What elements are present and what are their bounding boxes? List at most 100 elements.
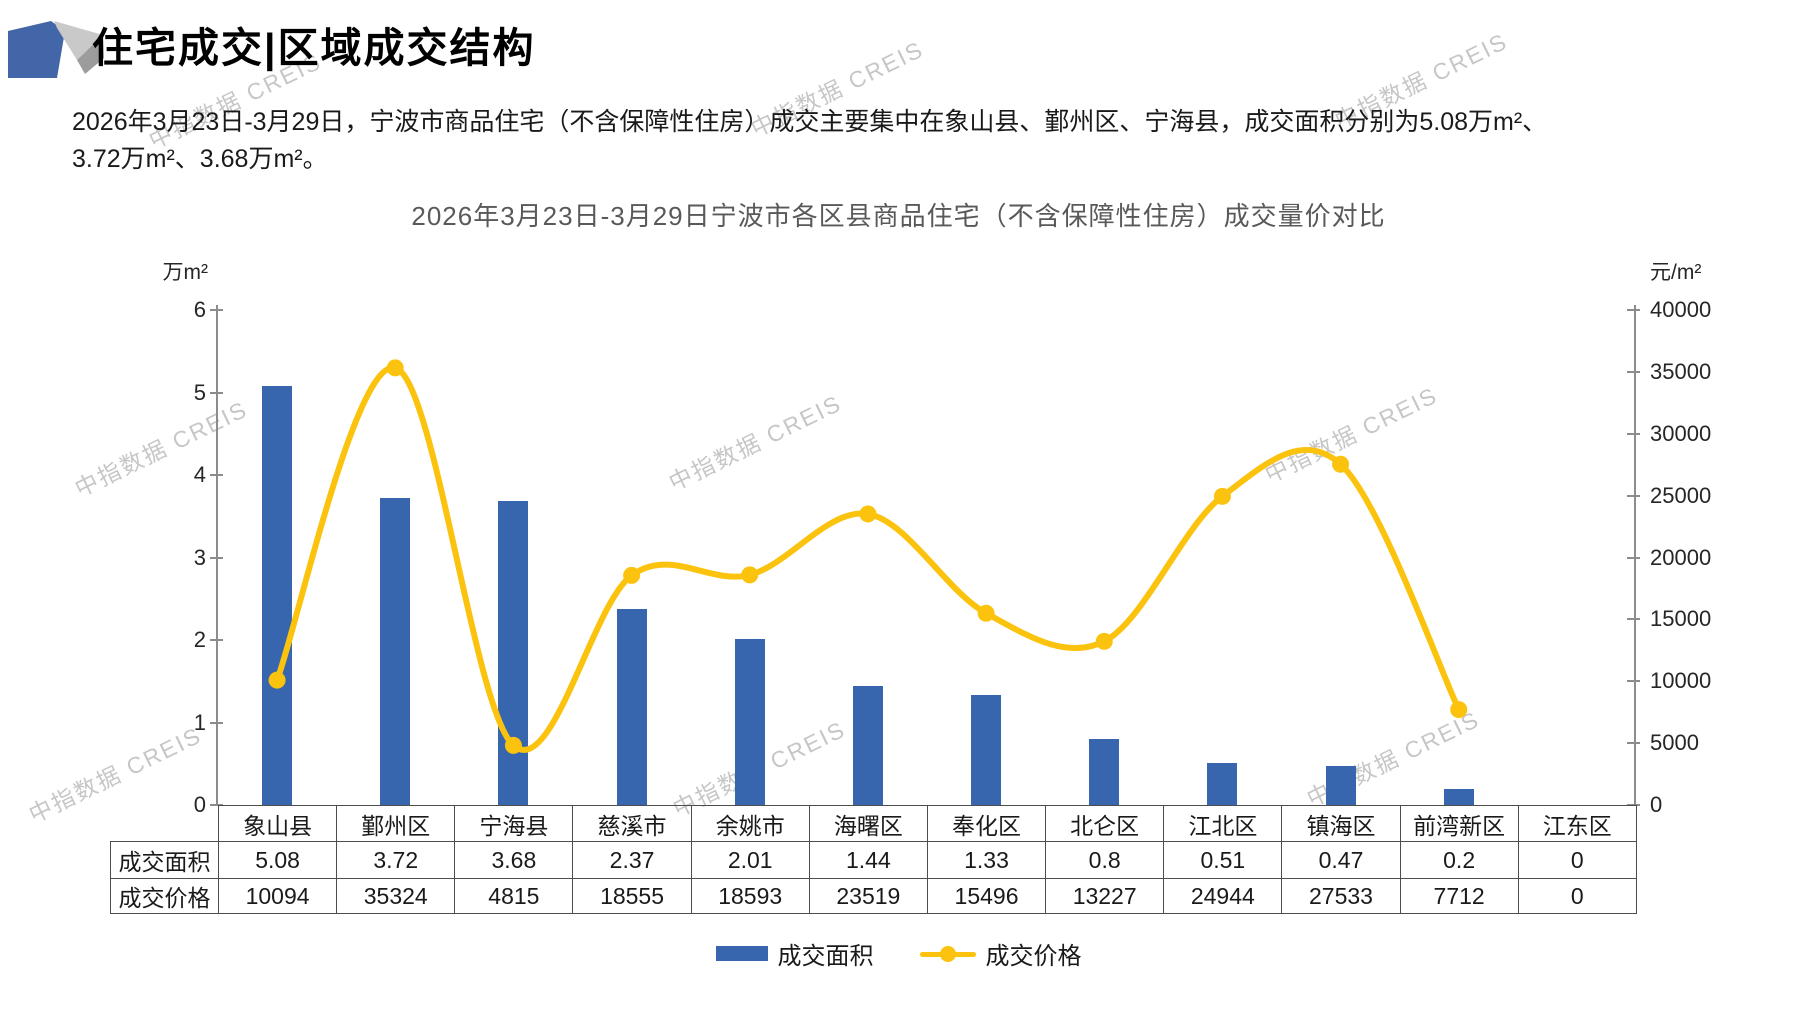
value-cell: 0.2 [1399,841,1519,879]
left-axis-tick-label: 5 [193,379,206,405]
price-marker-江北区 [1213,487,1231,505]
category-cell: 前湾新区 [1399,805,1519,842]
category-cell: 余姚市 [690,805,810,842]
summary-line-1: 2026年3月23日-3月29日，宁波市商品住宅（不含保障性住房）成交主要集中在… [72,108,1548,136]
price-marker-鄞州区 [386,359,404,377]
left-axis-line [216,305,218,806]
left-axis-tick [210,804,223,806]
left-axis-tick [210,639,223,641]
right-axis-tick-label: 40000 [1650,297,1712,322]
right-axis-tick-label: 5000 [1650,730,1699,756]
legend-area-swatch [715,946,768,961]
left-axis-tick-label: 6 [193,297,206,322]
left-axis-tick [210,556,223,559]
left-axis-tick [210,309,223,311]
value-cell: 0 [1517,841,1637,879]
value-cell: 24944 [1163,878,1283,914]
left-axis-tick-label: 0 [193,792,206,817]
value-cell: 27533 [1281,878,1401,914]
category-cell: 江北区 [1163,805,1283,842]
data-table: 象山县 鄞州区 宁海县 慈溪市 余姚市 海曙区 奉化区 北仑区 江北区 镇海区 前湾新区 江东区成交面… [110,805,1637,914]
legend-price-label: 成交价格 [985,943,1082,970]
left-axis-tick-label: 3 [193,544,206,570]
category-cell: 奉化区 [926,805,1047,842]
value-cell: 3.68 [454,841,574,879]
summary-paragraph: 2026年3月23日-3月29日，宁波市商品住宅（不含保障性住房）成交主要集中在… [72,104,1732,178]
row-header-cell: 成交面积 [110,841,219,879]
value-cell: 10094 [217,878,338,914]
left-axis-unit-label: 万m² [162,261,209,284]
value-cell: 4815 [454,878,574,914]
price-marker-奉化区 [977,604,995,622]
price-marker-北仑区 [1095,632,1113,650]
price-marker-慈溪市 [623,566,641,584]
right-axis-tick-label: 15000 [1650,606,1712,632]
value-cell: 18593 [690,878,810,914]
legend-dot-icon [939,945,956,962]
table-blank-cell [111,806,219,842]
right-axis-tick [1627,309,1640,311]
left-axis-tick [210,474,223,476]
right-axis-tick [1627,742,1640,745]
value-cell: 3.72 [336,841,456,879]
chart-title: 2026年3月23日-3月29日宁波市各区县商品住宅（不含保障性住房）成交量价对… [411,201,1386,231]
right-axis-tick [1627,618,1640,621]
value-cell: 35324 [336,878,456,914]
value-cell: 13227 [1045,878,1165,914]
summary-line-2: 3.72万m²、3.68万m²。 [72,145,328,173]
right-axis-tick-label: 35000 [1650,358,1712,384]
category-cell: 江东区 [1517,805,1637,842]
category-cell: 北仑区 [1045,805,1165,842]
watermark-text: 中指数据 CREIS [664,389,846,496]
right-axis-tick [1627,370,1640,373]
category-cell: 慈溪市 [572,805,692,842]
bar-鄞州区 [380,498,411,805]
value-cell: 0.8 [1045,841,1165,879]
category-cell: 海曙区 [808,805,928,842]
legend: 成交面积 成交价格 [0,936,1797,971]
value-cell: 0.47 [1281,841,1401,879]
left-axis-tick-label: 2 [193,627,206,652]
left-axis-tick-label: 4 [193,462,206,487]
value-cell: 7712 [1399,878,1519,914]
bar-江北区 [1207,762,1238,805]
price-marker-镇海区 [1332,455,1350,473]
value-cell: 23519 [808,878,928,914]
category-cell: 象山县 [217,805,338,842]
price-marker-前湾新区 [1450,701,1468,719]
price-marker-余姚市 [741,566,759,584]
brand-logo-icon [8,21,104,78]
value-cell: 1.33 [926,841,1047,879]
right-axis-tick-label: 20000 [1650,544,1712,570]
value-cell: 0 [1517,878,1637,914]
right-axis-tick-label: 30000 [1650,420,1712,446]
bar-余姚市 [734,639,765,805]
right-axis-tick-label: 0 [1650,792,1663,817]
right-axis-tick [1627,556,1640,559]
bar-前湾新区 [1443,788,1474,805]
value-cell: 1.44 [808,841,928,879]
bar-奉化区 [971,695,1002,805]
right-axis-tick [1627,432,1640,435]
price-marker-海曙区 [859,505,877,523]
right-axis-tick [1627,680,1640,683]
bar-宁海县 [498,501,529,805]
category-cell: 宁海县 [454,805,574,842]
bar-慈溪市 [616,609,647,805]
right-axis-line [1634,305,1636,806]
bar-象山县 [262,385,293,805]
category-cell: 镇海区 [1281,805,1401,842]
left-axis-tick [210,721,223,724]
right-axis-tick [1627,494,1640,497]
legend-area-label: 成交面积 [777,943,874,970]
category-cell: 鄞州区 [336,805,456,842]
value-cell: 2.37 [572,841,692,879]
bar-海曙区 [852,686,883,805]
left-axis-tick [210,391,223,394]
value-cell: 5.08 [217,841,338,879]
legend-price-swatch [919,945,976,963]
row-header-cell: 成交价格 [110,878,219,914]
value-cell: 0.51 [1163,841,1283,879]
value-cell: 2.01 [690,841,810,879]
